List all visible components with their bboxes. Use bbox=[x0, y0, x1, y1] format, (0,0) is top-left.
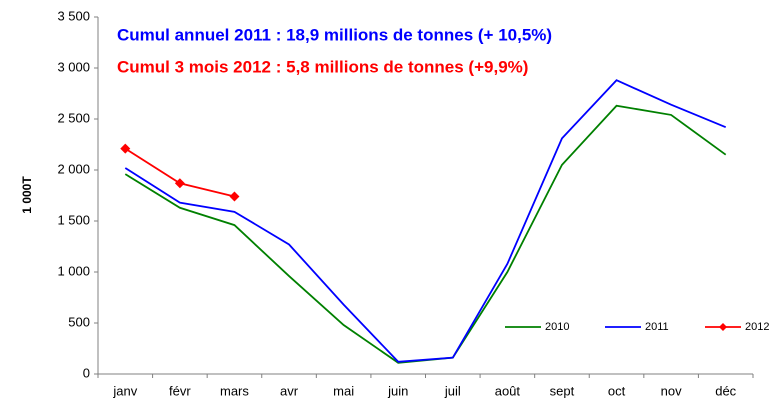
x-tick-label: déc bbox=[715, 383, 736, 398]
y-tick-label: 500 bbox=[68, 314, 90, 329]
x-tick-label: juil bbox=[444, 383, 461, 398]
marker bbox=[229, 191, 240, 202]
legend-label: 2011 bbox=[645, 321, 669, 333]
y-tick-label: 0 bbox=[83, 365, 90, 380]
x-tick-label: févr bbox=[169, 383, 191, 398]
y-tick-label: 2 500 bbox=[57, 110, 90, 125]
legend-label: 2012 bbox=[745, 321, 769, 333]
legend-marker bbox=[719, 323, 727, 331]
marker bbox=[120, 143, 131, 154]
x-tick-label: sept bbox=[550, 383, 575, 398]
y-tick-label: 3 500 bbox=[57, 8, 90, 23]
x-tick-label: juin bbox=[387, 383, 408, 398]
series-line bbox=[124, 147, 235, 198]
series-line bbox=[124, 79, 727, 363]
annotation: Cumul 3 mois 2012 : 5,8 millions de tonn… bbox=[117, 57, 528, 76]
y-tick-label: 1 000 bbox=[57, 263, 90, 278]
x-tick-label: août bbox=[495, 383, 521, 398]
marker bbox=[174, 178, 185, 189]
x-tick-label: janv bbox=[112, 383, 137, 398]
annotation: Cumul annuel 2011 : 18,9 millions de ton… bbox=[117, 25, 552, 44]
y-tick-label: 1 500 bbox=[57, 212, 90, 227]
y-axis-label: 1 000T bbox=[20, 176, 34, 214]
y-tick-label: 2 000 bbox=[57, 161, 90, 176]
x-tick-label: oct bbox=[608, 383, 626, 398]
x-tick-label: avr bbox=[280, 383, 299, 398]
y-tick-label: 3 000 bbox=[57, 59, 90, 74]
legend-label: 2010 bbox=[545, 321, 569, 333]
series-line bbox=[124, 104, 727, 364]
x-tick-label: mars bbox=[220, 383, 249, 398]
x-tick-label: mai bbox=[333, 383, 354, 398]
x-tick-label: nov bbox=[661, 383, 682, 398]
